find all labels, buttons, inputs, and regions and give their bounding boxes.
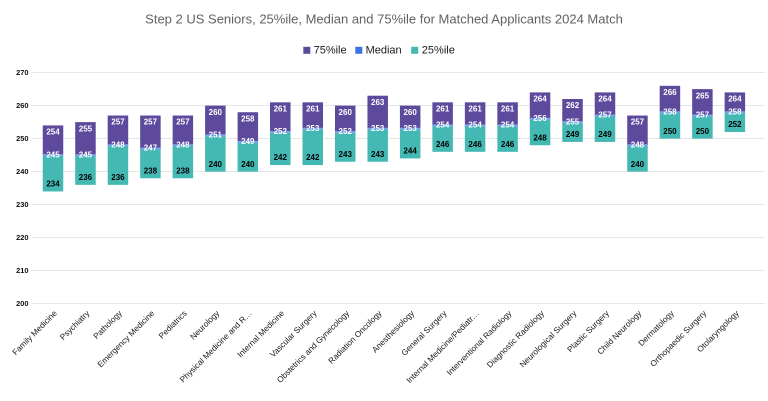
svg-text:238: 238 bbox=[176, 166, 190, 175]
svg-text:254: 254 bbox=[46, 128, 60, 137]
svg-text:248: 248 bbox=[176, 140, 190, 149]
svg-text:260: 260 bbox=[339, 108, 353, 117]
svg-text:210: 210 bbox=[16, 266, 28, 275]
svg-text:248: 248 bbox=[631, 140, 645, 149]
svg-text:258: 258 bbox=[728, 107, 742, 116]
svg-text:257: 257 bbox=[598, 111, 612, 120]
svg-text:240: 240 bbox=[631, 160, 645, 169]
svg-text:Step 2 US Seniors, 25%ile, Med: Step 2 US Seniors, 25%ile, Median and 75… bbox=[145, 12, 623, 27]
svg-text:258: 258 bbox=[241, 114, 255, 123]
svg-text:263: 263 bbox=[371, 98, 385, 107]
svg-text:245: 245 bbox=[79, 150, 93, 159]
svg-text:245: 245 bbox=[46, 150, 60, 159]
svg-text:249: 249 bbox=[566, 130, 580, 139]
svg-text:240: 240 bbox=[209, 160, 223, 169]
svg-text:250: 250 bbox=[16, 134, 28, 143]
svg-text:242: 242 bbox=[274, 153, 288, 162]
svg-text:25%ile: 25%ile bbox=[422, 45, 455, 57]
svg-text:258: 258 bbox=[663, 107, 677, 116]
svg-text:251: 251 bbox=[209, 131, 223, 140]
svg-text:243: 243 bbox=[339, 150, 353, 159]
svg-text:252: 252 bbox=[728, 120, 742, 129]
svg-text:266: 266 bbox=[663, 88, 677, 97]
svg-text:75%ile: 75%ile bbox=[314, 45, 347, 57]
svg-text:248: 248 bbox=[111, 140, 125, 149]
svg-text:261: 261 bbox=[501, 105, 515, 114]
svg-text:243: 243 bbox=[371, 150, 385, 159]
svg-text:261: 261 bbox=[274, 105, 288, 114]
svg-text:260: 260 bbox=[16, 101, 28, 110]
svg-text:253: 253 bbox=[306, 124, 320, 133]
svg-text:240: 240 bbox=[241, 160, 255, 169]
svg-text:257: 257 bbox=[696, 111, 710, 120]
svg-text:264: 264 bbox=[728, 95, 742, 104]
svg-text:254: 254 bbox=[436, 121, 450, 130]
svg-text:238: 238 bbox=[144, 166, 158, 175]
svg-text:246: 246 bbox=[501, 140, 515, 149]
svg-text:234: 234 bbox=[46, 180, 60, 189]
svg-text:256: 256 bbox=[533, 114, 547, 123]
svg-text:220: 220 bbox=[16, 233, 28, 242]
svg-text:262: 262 bbox=[566, 101, 580, 110]
svg-text:230: 230 bbox=[16, 200, 28, 209]
svg-text:264: 264 bbox=[598, 95, 612, 104]
svg-text:257: 257 bbox=[631, 118, 645, 127]
svg-text:252: 252 bbox=[274, 127, 288, 136]
svg-text:255: 255 bbox=[566, 117, 580, 126]
svg-text:246: 246 bbox=[436, 140, 450, 149]
svg-text:264: 264 bbox=[533, 95, 547, 104]
svg-text:249: 249 bbox=[598, 130, 612, 139]
svg-text:257: 257 bbox=[144, 118, 158, 127]
svg-text:Median: Median bbox=[366, 45, 402, 57]
svg-text:261: 261 bbox=[436, 105, 450, 114]
svg-text:248: 248 bbox=[533, 133, 547, 142]
svg-text:240: 240 bbox=[16, 167, 28, 176]
svg-text:244: 244 bbox=[403, 147, 417, 156]
svg-text:265: 265 bbox=[696, 91, 710, 100]
svg-text:200: 200 bbox=[16, 299, 28, 308]
svg-text:252: 252 bbox=[339, 127, 353, 136]
svg-text:270: 270 bbox=[16, 68, 28, 77]
svg-text:254: 254 bbox=[468, 121, 482, 130]
svg-text:247: 247 bbox=[144, 144, 158, 153]
svg-text:257: 257 bbox=[111, 118, 125, 127]
svg-text:246: 246 bbox=[468, 140, 482, 149]
svg-text:254: 254 bbox=[501, 121, 515, 130]
svg-text:250: 250 bbox=[663, 127, 677, 136]
svg-text:255: 255 bbox=[79, 124, 93, 133]
svg-text:257: 257 bbox=[176, 118, 190, 127]
svg-text:249: 249 bbox=[241, 137, 255, 146]
svg-text:261: 261 bbox=[306, 105, 320, 114]
svg-text:236: 236 bbox=[111, 173, 125, 182]
svg-text:250: 250 bbox=[696, 127, 710, 136]
svg-text:253: 253 bbox=[403, 124, 417, 133]
svg-text:261: 261 bbox=[468, 105, 482, 114]
svg-text:236: 236 bbox=[79, 173, 93, 182]
svg-text:242: 242 bbox=[306, 153, 320, 162]
svg-text:253: 253 bbox=[371, 124, 385, 133]
svg-text:260: 260 bbox=[209, 108, 223, 117]
svg-text:260: 260 bbox=[403, 108, 417, 117]
